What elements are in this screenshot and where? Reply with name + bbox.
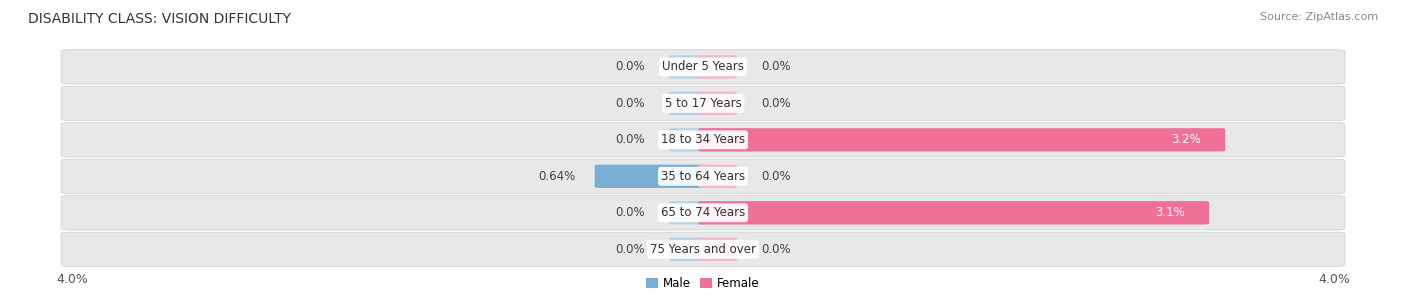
FancyBboxPatch shape bbox=[699, 201, 1209, 224]
Text: 5 to 17 Years: 5 to 17 Years bbox=[665, 97, 741, 110]
Text: 3.2%: 3.2% bbox=[1171, 133, 1201, 146]
Text: 0.0%: 0.0% bbox=[761, 97, 790, 110]
Text: 4.0%: 4.0% bbox=[56, 273, 89, 286]
FancyBboxPatch shape bbox=[699, 165, 737, 188]
Text: 75 Years and over: 75 Years and over bbox=[650, 243, 756, 256]
Text: 65 to 74 Years: 65 to 74 Years bbox=[661, 206, 745, 219]
FancyBboxPatch shape bbox=[60, 123, 1346, 157]
FancyBboxPatch shape bbox=[60, 86, 1346, 120]
Text: 0.64%: 0.64% bbox=[538, 170, 575, 183]
Text: 35 to 64 Years: 35 to 64 Years bbox=[661, 170, 745, 183]
Text: 0.0%: 0.0% bbox=[761, 170, 790, 183]
FancyBboxPatch shape bbox=[669, 128, 707, 151]
Text: 18 to 34 Years: 18 to 34 Years bbox=[661, 133, 745, 146]
FancyBboxPatch shape bbox=[60, 159, 1346, 193]
Text: 0.0%: 0.0% bbox=[616, 243, 645, 256]
FancyBboxPatch shape bbox=[699, 55, 737, 78]
FancyBboxPatch shape bbox=[669, 92, 707, 115]
Text: 0.0%: 0.0% bbox=[761, 243, 790, 256]
FancyBboxPatch shape bbox=[699, 238, 737, 261]
FancyBboxPatch shape bbox=[669, 238, 707, 261]
Text: Under 5 Years: Under 5 Years bbox=[662, 60, 744, 73]
Text: 0.0%: 0.0% bbox=[616, 133, 645, 146]
FancyBboxPatch shape bbox=[669, 55, 707, 78]
Text: 0.0%: 0.0% bbox=[616, 60, 645, 73]
Text: 0.0%: 0.0% bbox=[616, 206, 645, 219]
Text: 4.0%: 4.0% bbox=[1317, 273, 1350, 286]
FancyBboxPatch shape bbox=[60, 196, 1346, 230]
FancyBboxPatch shape bbox=[60, 232, 1346, 266]
FancyBboxPatch shape bbox=[595, 165, 707, 188]
Legend: Male, Female: Male, Female bbox=[641, 273, 765, 295]
FancyBboxPatch shape bbox=[699, 92, 737, 115]
FancyBboxPatch shape bbox=[60, 50, 1346, 84]
FancyBboxPatch shape bbox=[669, 201, 707, 224]
Text: 0.0%: 0.0% bbox=[761, 60, 790, 73]
Text: 3.1%: 3.1% bbox=[1156, 206, 1185, 219]
Text: DISABILITY CLASS: VISION DIFFICULTY: DISABILITY CLASS: VISION DIFFICULTY bbox=[28, 12, 291, 26]
FancyBboxPatch shape bbox=[699, 128, 1225, 151]
Text: Source: ZipAtlas.com: Source: ZipAtlas.com bbox=[1260, 12, 1378, 22]
Text: 0.0%: 0.0% bbox=[616, 97, 645, 110]
